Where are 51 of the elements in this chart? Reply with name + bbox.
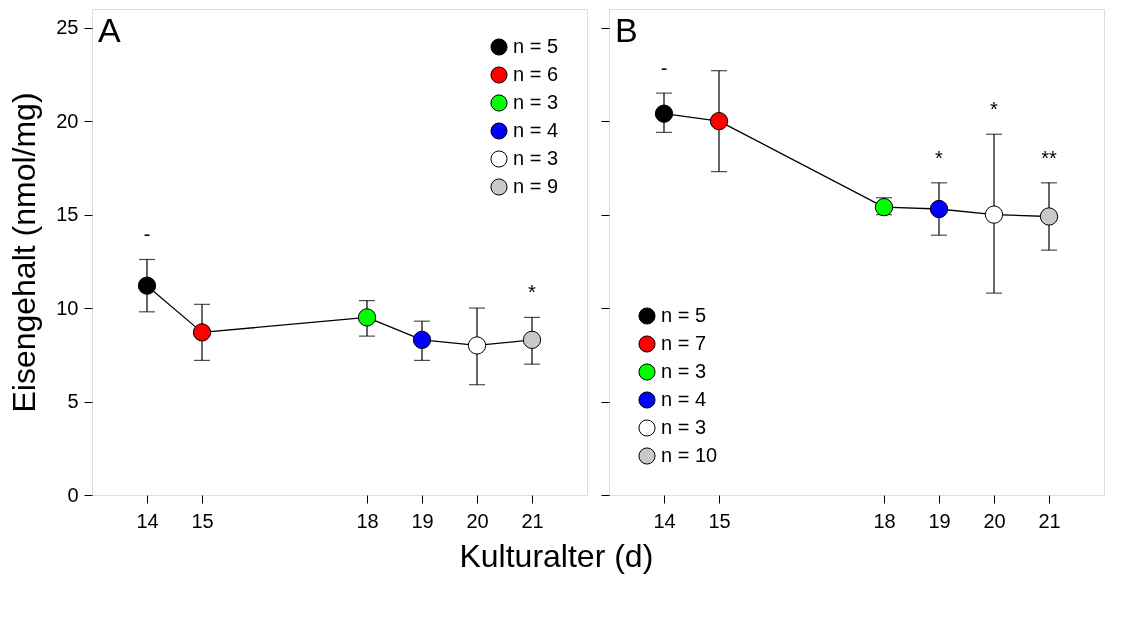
legend-label: n = 3 [661, 360, 707, 382]
y-tick-label: 5 [67, 390, 79, 413]
y-tick-label: 25 [56, 16, 79, 39]
x-tick-label: 20 [983, 509, 1006, 532]
point [1039, 207, 1059, 226]
point [467, 336, 487, 355]
x-tick-label: 14 [136, 509, 159, 532]
annotation: - [143, 223, 151, 246]
legend-label: n = 4 [661, 388, 707, 410]
point [929, 199, 949, 219]
y-tick-label: 20 [56, 109, 79, 132]
y-tick-label: 0 [67, 483, 79, 506]
x-tick-label: 14 [653, 509, 676, 532]
y-axis-title: Eisengehalt (nmol/mg) [6, 92, 43, 413]
x-tick-label: 19 [411, 509, 434, 532]
x-tick-label: 18 [356, 509, 379, 532]
x-tick-label: 19 [928, 509, 951, 532]
legend-label: n = 3 [513, 147, 559, 169]
legend-label: n = 3 [513, 91, 559, 113]
x-tick-label: 20 [466, 509, 489, 532]
point [357, 308, 377, 327]
legend-label: n = 4 [513, 119, 559, 141]
annotation: - [660, 57, 668, 80]
x-tick-label: 21 [1038, 509, 1061, 532]
point [412, 330, 432, 349]
legend-label: n = 10 [661, 444, 718, 466]
x-tick-label: 15 [191, 509, 214, 532]
legend-label: n = 3 [661, 416, 707, 438]
point [654, 104, 674, 123]
legend-label: n = 5 [661, 304, 707, 326]
x-tick-label: 21 [521, 509, 544, 532]
point [709, 112, 729, 131]
legend-label: n = 6 [513, 63, 559, 85]
point [192, 323, 212, 342]
chart-title: A [98, 11, 121, 49]
point [522, 330, 542, 349]
legend-label: n = 9 [513, 175, 559, 197]
y-tick-label: 15 [56, 203, 79, 226]
x-tick-label: 18 [873, 509, 896, 532]
x-axis-title: Kulturalter (d) [459, 537, 654, 574]
point [137, 276, 157, 295]
annotation: * [935, 146, 944, 169]
annotation: ** [1041, 146, 1057, 169]
x-tick-label: 15 [708, 509, 731, 532]
chart-title: B [615, 11, 638, 49]
y-tick-label: 10 [56, 296, 79, 319]
legend-label: n = 5 [513, 35, 559, 57]
legend-label: n = 7 [661, 332, 707, 354]
annotation: * [528, 281, 537, 304]
annotation: * [990, 98, 999, 121]
point [984, 205, 1004, 224]
